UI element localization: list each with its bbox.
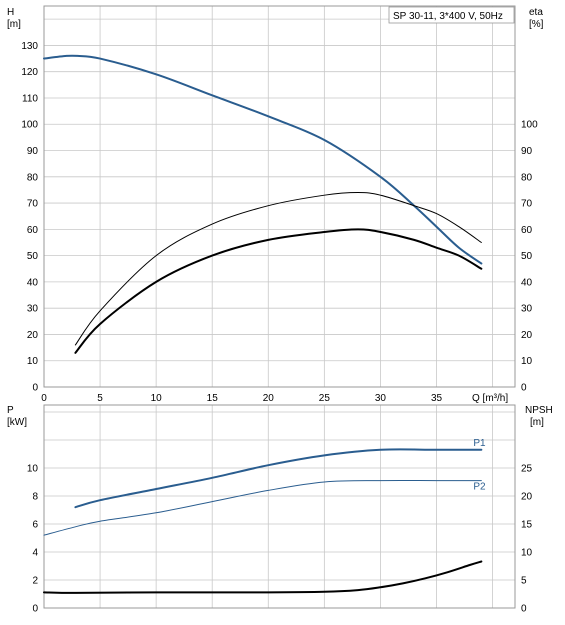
top-right-tick-label: 10 [521, 356, 533, 367]
top-left-tick-label: 120 [21, 67, 38, 78]
efficiency-axis-label: eta [529, 7, 543, 18]
top-right-tick-label: 40 [521, 277, 533, 288]
top-x-tick-label: 25 [319, 393, 331, 404]
top-x-tick-label: 0 [41, 393, 47, 404]
top-left-tick-label: 80 [27, 172, 39, 183]
npsh-axis-label: NPSH [525, 405, 553, 416]
top-right-tick-label: 30 [521, 304, 533, 315]
top-x-tick-label: 20 [263, 393, 275, 404]
chart-title-box [388, 6, 515, 24]
bottom-series-p1-label: P1 [473, 438, 486, 449]
bottom-right-tick-label: 0 [521, 604, 527, 615]
bottom-right-tick-label: 10 [521, 548, 533, 559]
power-axis-label: P [7, 405, 14, 416]
top-right-tick-label: 70 [521, 199, 533, 210]
bottom-series-p2-line [43, 479, 482, 536]
top-left-tick-label: 20 [27, 330, 39, 341]
bottom-series-p1-line [74, 448, 483, 509]
top-series-2-line [74, 228, 483, 354]
top-left-tick-label: 10 [27, 356, 39, 367]
bottom-right-tick-label: 15 [521, 520, 533, 531]
top-x-tick-label: 30 [375, 393, 387, 404]
top-left-tick-label: 100 [21, 120, 38, 131]
power-npsh-plot-frame [43, 404, 516, 609]
top-right-tick-label: 80 [521, 172, 533, 183]
flow-axis-label: Q [m³/h] [472, 393, 508, 404]
top-right-tick-label: 90 [521, 146, 533, 157]
top-left-tick-label: 130 [21, 41, 38, 52]
top-left-tick-label: 70 [27, 199, 39, 210]
top-left-tick-label: 50 [27, 251, 39, 262]
top-right-tick-label: 50 [521, 251, 533, 262]
bottom-right-tick-label: 25 [521, 464, 533, 475]
bottom-series-2-line [43, 560, 483, 594]
power-axis-unit: [kW] [7, 417, 27, 428]
top-x-tick-label: 15 [207, 393, 219, 404]
head-axis-unit: [m] [7, 19, 21, 30]
bottom-series-p2-label: P2 [473, 482, 486, 493]
power-npsh-panel: P1 P2 0 2 4 6 8 10 0 5 10 15 20 25 P [kW] NPSH [m] [7, 404, 553, 615]
bottom-left-tick-label: 0 [32, 604, 38, 615]
efficiency-axis-unit: [%] [529, 19, 544, 30]
bottom-left-tick-label: 6 [32, 520, 38, 531]
top-left-tick-label: 110 [22, 93, 38, 104]
bottom-left-tick-label: 10 [27, 464, 39, 475]
top-x-tick-label: 10 [151, 393, 163, 404]
top-left-tick-label: 90 [27, 146, 39, 157]
top-series-1-line [74, 192, 482, 346]
head-efficiency-panel: 0102030405060708090100110120130010203040… [7, 5, 544, 404]
top-x-tick-label: 35 [431, 393, 443, 404]
bottom-right-tick-label: 20 [521, 492, 533, 503]
top-right-tick-label: 60 [521, 225, 533, 236]
top-x-tick-label: 5 [97, 393, 103, 404]
top-left-tick-label: 40 [27, 277, 39, 288]
top-right-tick-label: 20 [521, 330, 533, 341]
chart-title: SP 30-11, 3*400 V, 50Hz [393, 11, 503, 22]
top-right-tick-label: 100 [521, 120, 538, 131]
npsh-axis-unit: [m] [530, 417, 544, 428]
top-left-tick-label: 30 [27, 304, 39, 315]
top-left-tick-label: 60 [27, 225, 39, 236]
top-left-tick-label: 0 [32, 383, 38, 394]
head-efficiency-plot-frame [43, 5, 516, 388]
bottom-left-tick-label: 8 [32, 492, 38, 503]
head-axis-label: H [7, 7, 14, 18]
bottom-right-tick-label: 5 [521, 576, 527, 587]
bottom-left-tick-label: 2 [32, 576, 38, 587]
bottom-left-tick-label: 4 [32, 548, 38, 559]
top-right-tick-label: 0 [521, 383, 527, 394]
top-series-0-line [43, 54, 483, 265]
